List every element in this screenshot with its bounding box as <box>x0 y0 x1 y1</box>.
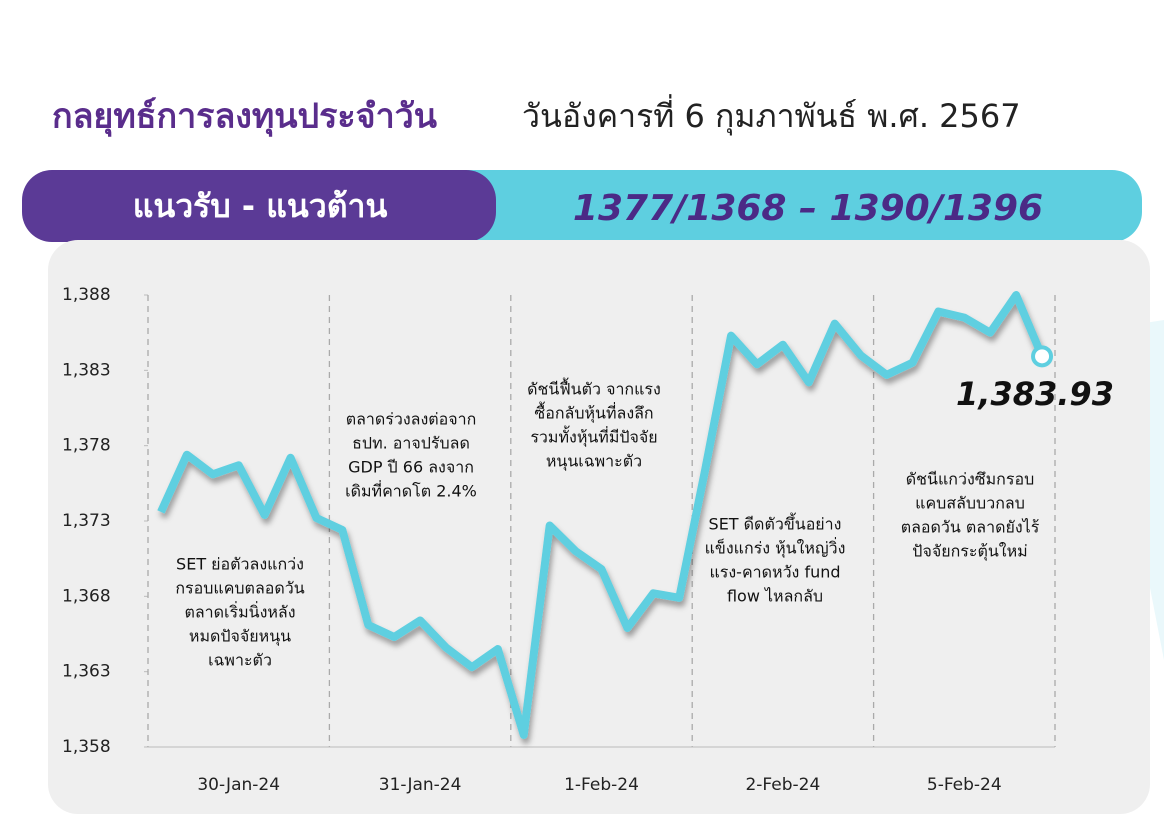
annotation: ตลอดวัน ตลาดยังไร้ <box>901 518 1040 537</box>
annotation: ปัจจัยกระตุ้นใหม่ <box>912 542 1027 562</box>
annotation: หมดปัจจัยหนุน <box>189 627 291 647</box>
y-tick-label: 1,373 <box>62 511 111 531</box>
annotation: SET ดีดตัวขึ้นอย่าง <box>709 513 842 534</box>
annotation: GDP ปี 66 ลงจาก <box>348 458 474 477</box>
banner-left <box>22 170 496 242</box>
annotation: รวมทั้งหุ้นที่มีปัจจัย <box>530 426 657 448</box>
annotation: แรง-คาดหวัง fund <box>709 563 840 582</box>
x-tick-label: 31-Jan-24 <box>379 775 462 795</box>
y-tick-label: 1,383 <box>62 360 111 380</box>
x-tick-label: 5-Feb-24 <box>927 775 1002 795</box>
annotation: SET ย่อตัวลงแกว่ง <box>176 555 304 574</box>
banner-right <box>420 170 1142 242</box>
y-tick-label: 1,368 <box>62 586 111 606</box>
banner-label: แนวรับ - แนวต้าน <box>133 187 388 225</box>
banner-levels: 1377/1368 – 1390/1396 <box>573 188 1043 229</box>
annotation: แข็งแกร่ง หุ้นใหญ่วิ่ง <box>705 537 846 559</box>
annotation: ซื้อกลับหุ้นที่ลงลึก <box>534 402 653 424</box>
annotation: ตลาดร่วงลงต่อจาก <box>346 410 477 429</box>
annotation: ดัชนีฟื้นตัว จากแรง <box>527 378 661 399</box>
annotation: ธปท. อาจปรับลด <box>352 434 470 453</box>
annotation: flow ไหลกลับ <box>727 587 823 606</box>
x-tick-label: 30-Jan-24 <box>197 775 280 795</box>
date: วันอังคารที่ 6 กุมภาพันธ์ พ.ศ. 2567 <box>522 94 1021 136</box>
index-line <box>157 291 1046 739</box>
title: กลยุทธ์การลงทุนประจำวัน <box>52 97 437 138</box>
annotation: ดัชนีแกว่งซึมกรอบ <box>906 470 1034 489</box>
y-tick-label: 1,388 <box>62 285 111 305</box>
annotation: ตลาดเริ่มนิ่งหลัง <box>184 601 295 622</box>
annotation: เฉพาะตัว <box>208 651 272 670</box>
x-tick-label: 1-Feb-24 <box>564 775 639 795</box>
annotation: กรอบแคบตลอดวัน <box>175 579 304 598</box>
y-tick-label: 1,363 <box>62 662 111 682</box>
y-tick-label: 1,358 <box>62 737 111 757</box>
annotation: แคบสลับบวกลบ <box>915 494 1025 513</box>
x-tick-label: 2-Feb-24 <box>745 775 820 795</box>
end-marker <box>1031 345 1054 368</box>
end-label: 1,383.93 <box>956 375 1114 413</box>
annotation: เดิมที่คาดโต 2.4% <box>345 480 477 501</box>
annotation: หนุนเฉพาะตัว <box>546 452 642 472</box>
y-tick-label: 1,378 <box>62 436 111 456</box>
chart-panel <box>48 240 1150 814</box>
